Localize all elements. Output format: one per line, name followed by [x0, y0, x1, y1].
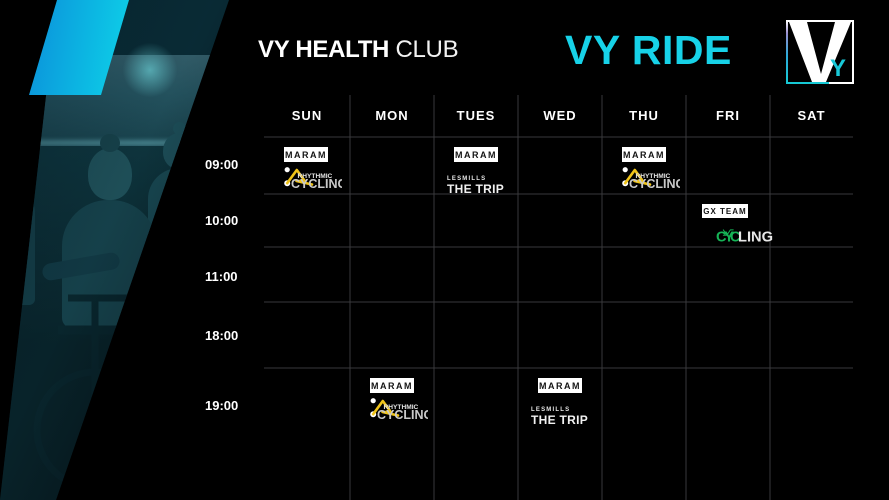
svg-text:CYCLING: CYCLING: [629, 176, 680, 190]
svg-text:CYCLING: CYCLING: [377, 407, 428, 421]
svg-text:CYCLING: CYCLING: [291, 176, 342, 190]
svg-text:Y: Y: [830, 55, 846, 82]
